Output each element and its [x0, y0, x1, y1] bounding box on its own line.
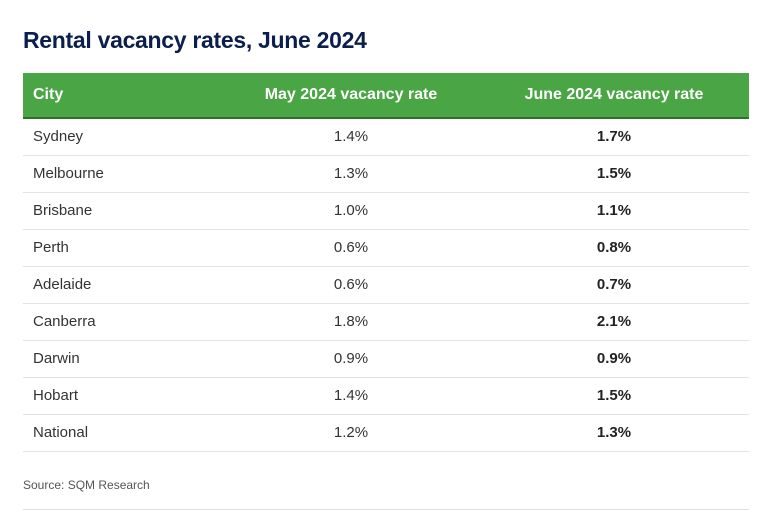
cell-june-rate: 1.3%	[479, 414, 749, 452]
cell-city: National	[23, 414, 223, 452]
table-row: Perth 0.6% 0.8%	[23, 229, 749, 267]
cell-june-rate: 0.7%	[479, 266, 749, 304]
cell-city: Melbourne	[23, 155, 223, 193]
page-title: Rental vacancy rates, June 2024	[23, 27, 367, 53]
header-city: City	[23, 73, 223, 119]
table-row: Melbourne 1.3% 1.5%	[23, 155, 749, 193]
table-row: National 1.2% 1.3%	[23, 414, 749, 452]
table-header-row: City May 2024 vacancy rate June 2024 vac…	[23, 73, 749, 119]
vacancy-table: City May 2024 vacancy rate June 2024 vac…	[23, 73, 749, 452]
vacancy-table-container: City May 2024 vacancy rate June 2024 vac…	[23, 73, 749, 452]
cell-may-rate: 0.6%	[223, 266, 479, 304]
cell-june-rate: 2.1%	[479, 303, 749, 341]
table-row: Canberra 1.8% 2.1%	[23, 303, 749, 341]
cell-may-rate: 1.0%	[223, 192, 479, 230]
table-body: Sydney 1.4% 1.7% Melbourne 1.3% 1.5% Brisbane 1…	[23, 118, 749, 452]
cell-city: Brisbane	[23, 192, 223, 230]
table-row: Brisbane 1.0% 1.1%	[23, 192, 749, 230]
source-note: Source: SQM Research	[23, 478, 150, 492]
cell-city: Perth	[23, 229, 223, 267]
cell-may-rate: 0.6%	[223, 229, 479, 267]
header-june-rate: June 2024 vacancy rate	[479, 73, 749, 119]
cell-may-rate: 0.9%	[223, 340, 479, 378]
cell-may-rate: 1.8%	[223, 303, 479, 341]
cell-may-rate: 1.4%	[223, 118, 479, 156]
cell-city: Sydney	[23, 118, 223, 156]
cell-may-rate: 1.4%	[223, 377, 479, 415]
cell-june-rate: 0.8%	[479, 229, 749, 267]
header-may-rate: May 2024 vacancy rate	[223, 73, 479, 119]
bottom-divider	[23, 509, 749, 510]
cell-city: Hobart	[23, 377, 223, 415]
cell-june-rate: 0.9%	[479, 340, 749, 378]
cell-city: Adelaide	[23, 266, 223, 304]
table-row: Sydney 1.4% 1.7%	[23, 118, 749, 156]
table-row: Adelaide 0.6% 0.7%	[23, 266, 749, 304]
cell-june-rate: 1.5%	[479, 155, 749, 193]
cell-may-rate: 1.2%	[223, 414, 479, 452]
table-row: Darwin 0.9% 0.9%	[23, 340, 749, 378]
cell-city: Canberra	[23, 303, 223, 341]
table-row: Hobart 1.4% 1.5%	[23, 377, 749, 415]
cell-june-rate: 1.1%	[479, 192, 749, 230]
cell-city: Darwin	[23, 340, 223, 378]
cell-may-rate: 1.3%	[223, 155, 479, 193]
cell-june-rate: 1.5%	[479, 377, 749, 415]
cell-june-rate: 1.7%	[479, 118, 749, 156]
